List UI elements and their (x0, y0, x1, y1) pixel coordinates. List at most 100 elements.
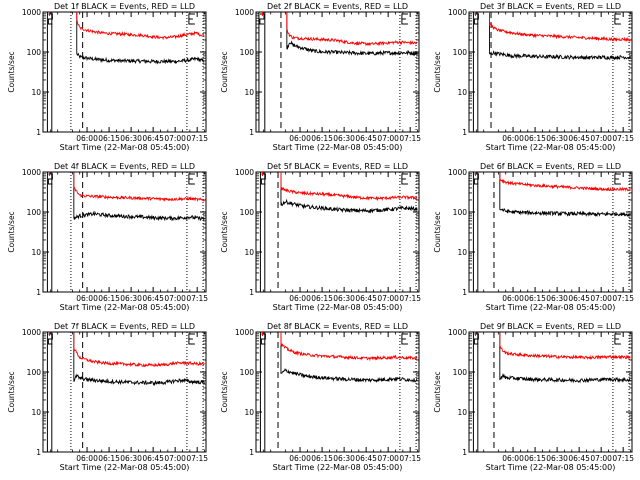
x-tick-label: 06:30 (333, 134, 355, 143)
y-tick-label: 1 (36, 288, 41, 297)
x-tick-label: 06:30 (120, 454, 142, 463)
x-axis-label: Start Time (22-Mar-08 05:45:00) (273, 143, 403, 152)
y-tick-label: 1000 (235, 8, 254, 17)
plot-frame (255, 331, 420, 453)
x-tick-label: 06:15 (311, 294, 333, 303)
event-letter-e (188, 333, 195, 345)
y-tick-label: 100 (27, 208, 42, 217)
chart-panel-5: Det 5f BLACK = Events, RED = LLD 1 10 100 10… (220, 162, 421, 312)
x-tick-label: 06:45 (355, 134, 377, 143)
y-tick-label: 1000 (22, 168, 41, 177)
y-tick-label: 1000 (22, 8, 41, 17)
x-tick-label: 06:45 (142, 454, 164, 463)
x-tick-label: 07:15 (186, 134, 208, 143)
y-tick-label: 1000 (448, 8, 467, 17)
x-tick-label: 07:15 (399, 134, 421, 143)
series-events-line (280, 332, 418, 383)
x-axis-label: Start Time (22-Mar-08 05:45:00) (60, 143, 190, 152)
y-tick-label: 100 (240, 208, 255, 217)
y-axis-label: Counts/sec (220, 51, 229, 92)
y-axis-label: Counts/sec (7, 371, 16, 412)
x-axis-label: Start Time (22-Mar-08 05:45:00) (273, 303, 403, 312)
x-tick-label: 06:15 (311, 134, 333, 143)
y-tick-label: 10 (244, 248, 254, 257)
plot-frame (42, 11, 207, 133)
chart-title: Det 7f BLACK = Events, RED = LLD (54, 322, 195, 331)
y-tick-label: 1 (462, 128, 467, 137)
chart-panel-9: Det 9f BLACK = Events, RED = LLD 1 10 100 10… (433, 322, 634, 472)
y-tick-label: 100 (453, 48, 468, 57)
chart-title: Det 2f BLACK = Events, RED = LLD (267, 2, 408, 11)
saa-letter-glyph (473, 333, 479, 345)
event-letter-e (614, 333, 621, 345)
event-letter-e (401, 173, 408, 185)
y-tick-label: 1 (462, 288, 467, 297)
y-tick-label: 10 (457, 88, 467, 97)
y-axis-label: Counts/sec (220, 371, 229, 412)
y-tick-label: 10 (457, 408, 467, 417)
y-axis-label: Counts/sec (433, 51, 442, 92)
y-tick-label: 10 (31, 408, 41, 417)
series-lld-line (489, 12, 631, 43)
y-tick-label: 100 (240, 48, 255, 57)
x-tick-label: 06:45 (568, 454, 590, 463)
x-tick-label: 06:00 (502, 134, 524, 143)
x-tick-label: 06:00 (289, 454, 311, 463)
x-tick-label: 06:15 (98, 134, 120, 143)
y-tick-label: 1 (36, 448, 41, 457)
series-events-line (73, 332, 205, 387)
y-axis-label: Counts/sec (7, 51, 16, 92)
chart-panel-1: Det 1f BLACK = Events, RED = LLD 1 10 100 10… (7, 2, 208, 152)
y-tick-label: 10 (31, 88, 41, 97)
y-tick-label: 10 (457, 248, 467, 257)
x-tick-label: 06:30 (333, 454, 355, 463)
series-lld-line (76, 12, 205, 41)
series-lld-line (73, 332, 205, 368)
x-tick-label: 07:00 (377, 294, 399, 303)
chart-panel-2: Det 2f BLACK = Events, RED = LLD 1 10 100 10… (220, 2, 421, 152)
y-tick-label: 100 (453, 368, 468, 377)
x-tick-label: 06:15 (98, 454, 120, 463)
x-tick-label: 07:00 (377, 134, 399, 143)
saa-letter-glyph (473, 13, 479, 25)
y-axis-label: Counts/sec (433, 211, 442, 252)
chart-panel-3: Det 3f BLACK = Events, RED = LLD 1 10 100 10… (433, 2, 634, 152)
x-tick-label: 07:00 (590, 134, 612, 143)
event-letter-e (188, 13, 195, 25)
x-tick-label: 07:00 (164, 134, 186, 143)
x-axis-label: Start Time (22-Mar-08 05:45:00) (486, 143, 616, 152)
plot-frame (468, 171, 633, 293)
x-tick-label: 06:30 (120, 294, 142, 303)
x-tick-label: 06:45 (568, 134, 590, 143)
y-tick-label: 10 (244, 408, 254, 417)
event-letter-e (401, 333, 408, 345)
x-tick-label: 06:00 (76, 134, 98, 143)
chart-panel-4: Det 4f BLACK = Events, RED = LLD 1 10 100 10… (7, 162, 208, 312)
series-events-line (499, 172, 631, 217)
y-tick-label: 100 (240, 368, 255, 377)
y-tick-label: 100 (453, 208, 468, 217)
x-tick-label: 07:15 (399, 454, 421, 463)
x-tick-label: 06:00 (289, 134, 311, 143)
x-tick-label: 07:00 (164, 294, 186, 303)
chart-title: Det 1f BLACK = Events, RED = LLD (54, 2, 195, 11)
x-tick-label: 07:15 (612, 454, 634, 463)
event-letter-e (614, 173, 621, 185)
saa-letter-glyph (260, 333, 266, 345)
y-tick-label: 10 (244, 88, 254, 97)
chart-title: Det 3f BLACK = Events, RED = LLD (480, 2, 621, 11)
x-axis-label: Start Time (22-Mar-08 05:45:00) (273, 463, 403, 472)
chart-title: Det 4f BLACK = Events, RED = LLD (54, 162, 195, 171)
y-tick-label: 100 (27, 368, 42, 377)
chart-panel-6: Det 6f BLACK = Events, RED = LLD 1 10 100 10… (433, 162, 634, 312)
x-tick-label: 06:30 (546, 134, 568, 143)
chart-title: Det 6f BLACK = Events, RED = LLD (480, 162, 621, 171)
y-axis-label: Counts/sec (7, 211, 16, 252)
y-axis-label: Counts/sec (220, 211, 229, 252)
x-tick-label: 07:15 (186, 454, 208, 463)
chart-panel-7: Det 7f BLACK = Events, RED = LLD 1 10 100 10… (7, 322, 208, 472)
y-tick-label: 1 (249, 288, 254, 297)
x-tick-label: 06:45 (355, 454, 377, 463)
x-axis-label: Start Time (22-Mar-08 05:45:00) (60, 303, 190, 312)
x-tick-label: 07:00 (590, 294, 612, 303)
